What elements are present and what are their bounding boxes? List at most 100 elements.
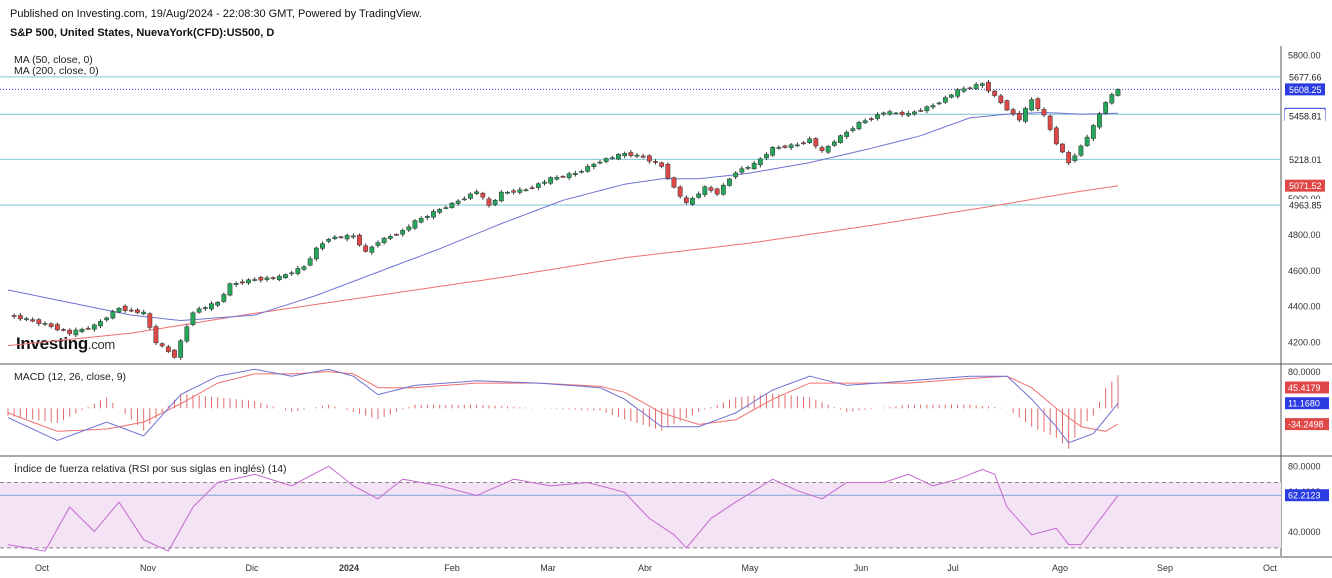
candle-body <box>443 207 449 209</box>
candle-body <box>930 105 936 108</box>
candle-body <box>363 245 369 252</box>
candle-body <box>215 302 221 306</box>
candle-body <box>881 112 887 115</box>
candle-body <box>424 216 430 218</box>
candle-body <box>1041 109 1047 116</box>
candle-body <box>831 141 837 146</box>
candle-body <box>714 188 720 195</box>
candle-body <box>468 193 473 199</box>
candle-body <box>239 281 245 284</box>
candle-body <box>622 153 628 157</box>
candle-body <box>727 178 732 186</box>
candle-body <box>690 198 695 205</box>
candle-body <box>258 277 264 281</box>
candle-body <box>165 346 171 352</box>
candle-body <box>801 142 806 145</box>
candle-body <box>135 309 140 313</box>
candle-body <box>350 235 356 238</box>
ma200-legend: MA (200, close, 0) <box>14 65 99 77</box>
candle-body <box>1060 143 1065 153</box>
macd-legend: MACD (12, 26, close, 9) <box>14 371 127 383</box>
candle-body <box>899 111 905 115</box>
candle-body <box>338 236 344 239</box>
macd-value-label: 11.1680 <box>1288 399 1320 409</box>
candle-body <box>172 349 177 358</box>
candle-body <box>659 162 665 167</box>
candle-body <box>24 318 29 320</box>
candle-body <box>209 303 214 310</box>
candle-body <box>825 145 831 153</box>
candle-body <box>579 171 584 173</box>
candle-body <box>79 328 85 332</box>
candle-body <box>634 154 640 157</box>
price-tick-label: 5800.00 <box>1288 50 1321 60</box>
month-tick-label: Oct <box>35 563 50 573</box>
candle-body <box>91 324 97 330</box>
rsi-value-label: 62.2123 <box>1288 491 1321 501</box>
candle-body <box>270 277 276 279</box>
candle-body <box>1023 108 1028 122</box>
candle-body <box>998 95 1004 104</box>
candle-body <box>949 94 954 98</box>
candle-body <box>1072 155 1078 161</box>
candle-body <box>320 243 325 249</box>
candle-body <box>511 190 517 193</box>
price-label-box <box>1285 70 1325 83</box>
candle-body <box>856 122 862 130</box>
candle-body <box>850 128 856 131</box>
candle-body <box>116 307 122 313</box>
candle-body <box>492 199 498 205</box>
candle-body <box>794 144 800 147</box>
candle-body <box>1084 136 1090 146</box>
candle-body <box>708 187 714 191</box>
price-label-box <box>1285 83 1325 96</box>
month-tick-label: Feb <box>444 563 460 573</box>
candle-body <box>992 90 998 96</box>
candle-body <box>628 152 634 156</box>
candle-body <box>986 81 991 92</box>
candle-body <box>893 112 899 115</box>
candle-body <box>437 209 443 213</box>
candle-body <box>912 111 917 115</box>
candle-body <box>1097 113 1102 128</box>
candle-body <box>48 323 54 327</box>
price-label-box <box>1285 110 1325 123</box>
candle-body <box>597 161 603 164</box>
candle-body <box>1053 127 1059 145</box>
candle-body <box>757 158 763 166</box>
candle-body <box>375 242 381 246</box>
candle-body <box>517 189 523 193</box>
candle-body <box>924 106 930 112</box>
candle-body <box>295 268 301 274</box>
candle-body <box>1115 89 1121 96</box>
month-tick-label: Dic <box>246 563 259 573</box>
macd-value-box <box>1285 381 1329 394</box>
candle-body <box>252 279 258 281</box>
macd-value-label: 45.4179 <box>1288 383 1321 393</box>
candle-body <box>289 272 295 275</box>
candle-body <box>202 307 208 309</box>
candle-body <box>1004 100 1010 111</box>
candle-body <box>609 157 615 159</box>
candle-body <box>184 326 190 342</box>
candle-body <box>264 277 270 280</box>
candle-body <box>326 238 332 242</box>
candle-body <box>591 163 597 167</box>
month-tick-label: Abr <box>638 563 652 573</box>
candle-body <box>98 321 103 327</box>
candle-body <box>844 131 850 137</box>
candle-body <box>227 283 233 296</box>
investing-logo: Investing.com <box>16 334 115 353</box>
month-tick-label: Jul <box>947 563 959 573</box>
candle-body <box>770 147 776 156</box>
month-tick-label: 2024 <box>339 563 359 573</box>
candle-body <box>1066 152 1072 164</box>
candle-body <box>665 164 671 179</box>
candle-body <box>159 343 165 347</box>
candle-body <box>400 230 406 235</box>
candle-body <box>1016 113 1022 121</box>
candle-body <box>523 189 529 192</box>
candle-body <box>764 154 769 159</box>
candle-body <box>406 226 412 231</box>
